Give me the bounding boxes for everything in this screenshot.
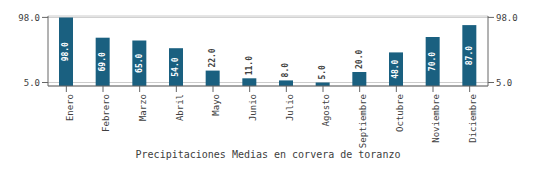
svg-text:98.0: 98.0 bbox=[18, 13, 40, 23]
svg-text:Abril: Abril bbox=[175, 94, 185, 121]
svg-text:Julio: Julio bbox=[285, 94, 295, 121]
svg-text:Octubre: Octubre bbox=[395, 94, 405, 132]
svg-text:70.0: 70.0 bbox=[428, 52, 437, 71]
svg-text:65.0: 65.0 bbox=[135, 53, 144, 72]
svg-text:98.0: 98.0 bbox=[496, 13, 518, 23]
svg-text:Febrero: Febrero bbox=[101, 94, 111, 132]
svg-text:Enero: Enero bbox=[65, 94, 75, 121]
svg-text:Agosto: Agosto bbox=[321, 94, 331, 127]
svg-text:Diciembre: Diciembre bbox=[468, 94, 478, 143]
html-text:Precipitaciones Medias en corv: Precipitaciones Medias en corvera de tor… bbox=[135, 149, 401, 160]
svg-text:Marzo: Marzo bbox=[138, 94, 148, 121]
svg-text:Mayo: Mayo bbox=[211, 94, 221, 116]
svg-text:69.0: 69.0 bbox=[98, 52, 107, 71]
svg-text:11.0: 11.0 bbox=[245, 56, 254, 75]
svg-text:Septiembre: Septiembre bbox=[358, 94, 368, 148]
svg-text:22.0: 22.0 bbox=[208, 48, 217, 67]
svg-text:54.0: 54.0 bbox=[172, 57, 181, 76]
svg-text:8.0: 8.0 bbox=[282, 63, 291, 78]
svg-text:Junio: Junio bbox=[248, 94, 258, 121]
svg-text:98.0: 98.0 bbox=[62, 42, 71, 61]
svg-text:5.0: 5.0 bbox=[24, 78, 40, 88]
svg-text:20.0: 20.0 bbox=[355, 50, 364, 69]
svg-text:87.0: 87.0 bbox=[465, 46, 474, 65]
svg-text:48.0: 48.0 bbox=[392, 59, 401, 78]
svg-text:5.0: 5.0 bbox=[496, 78, 512, 88]
svg-text:Noviembre: Noviembre bbox=[431, 94, 441, 143]
svg-text:5.0: 5.0 bbox=[318, 65, 327, 80]
